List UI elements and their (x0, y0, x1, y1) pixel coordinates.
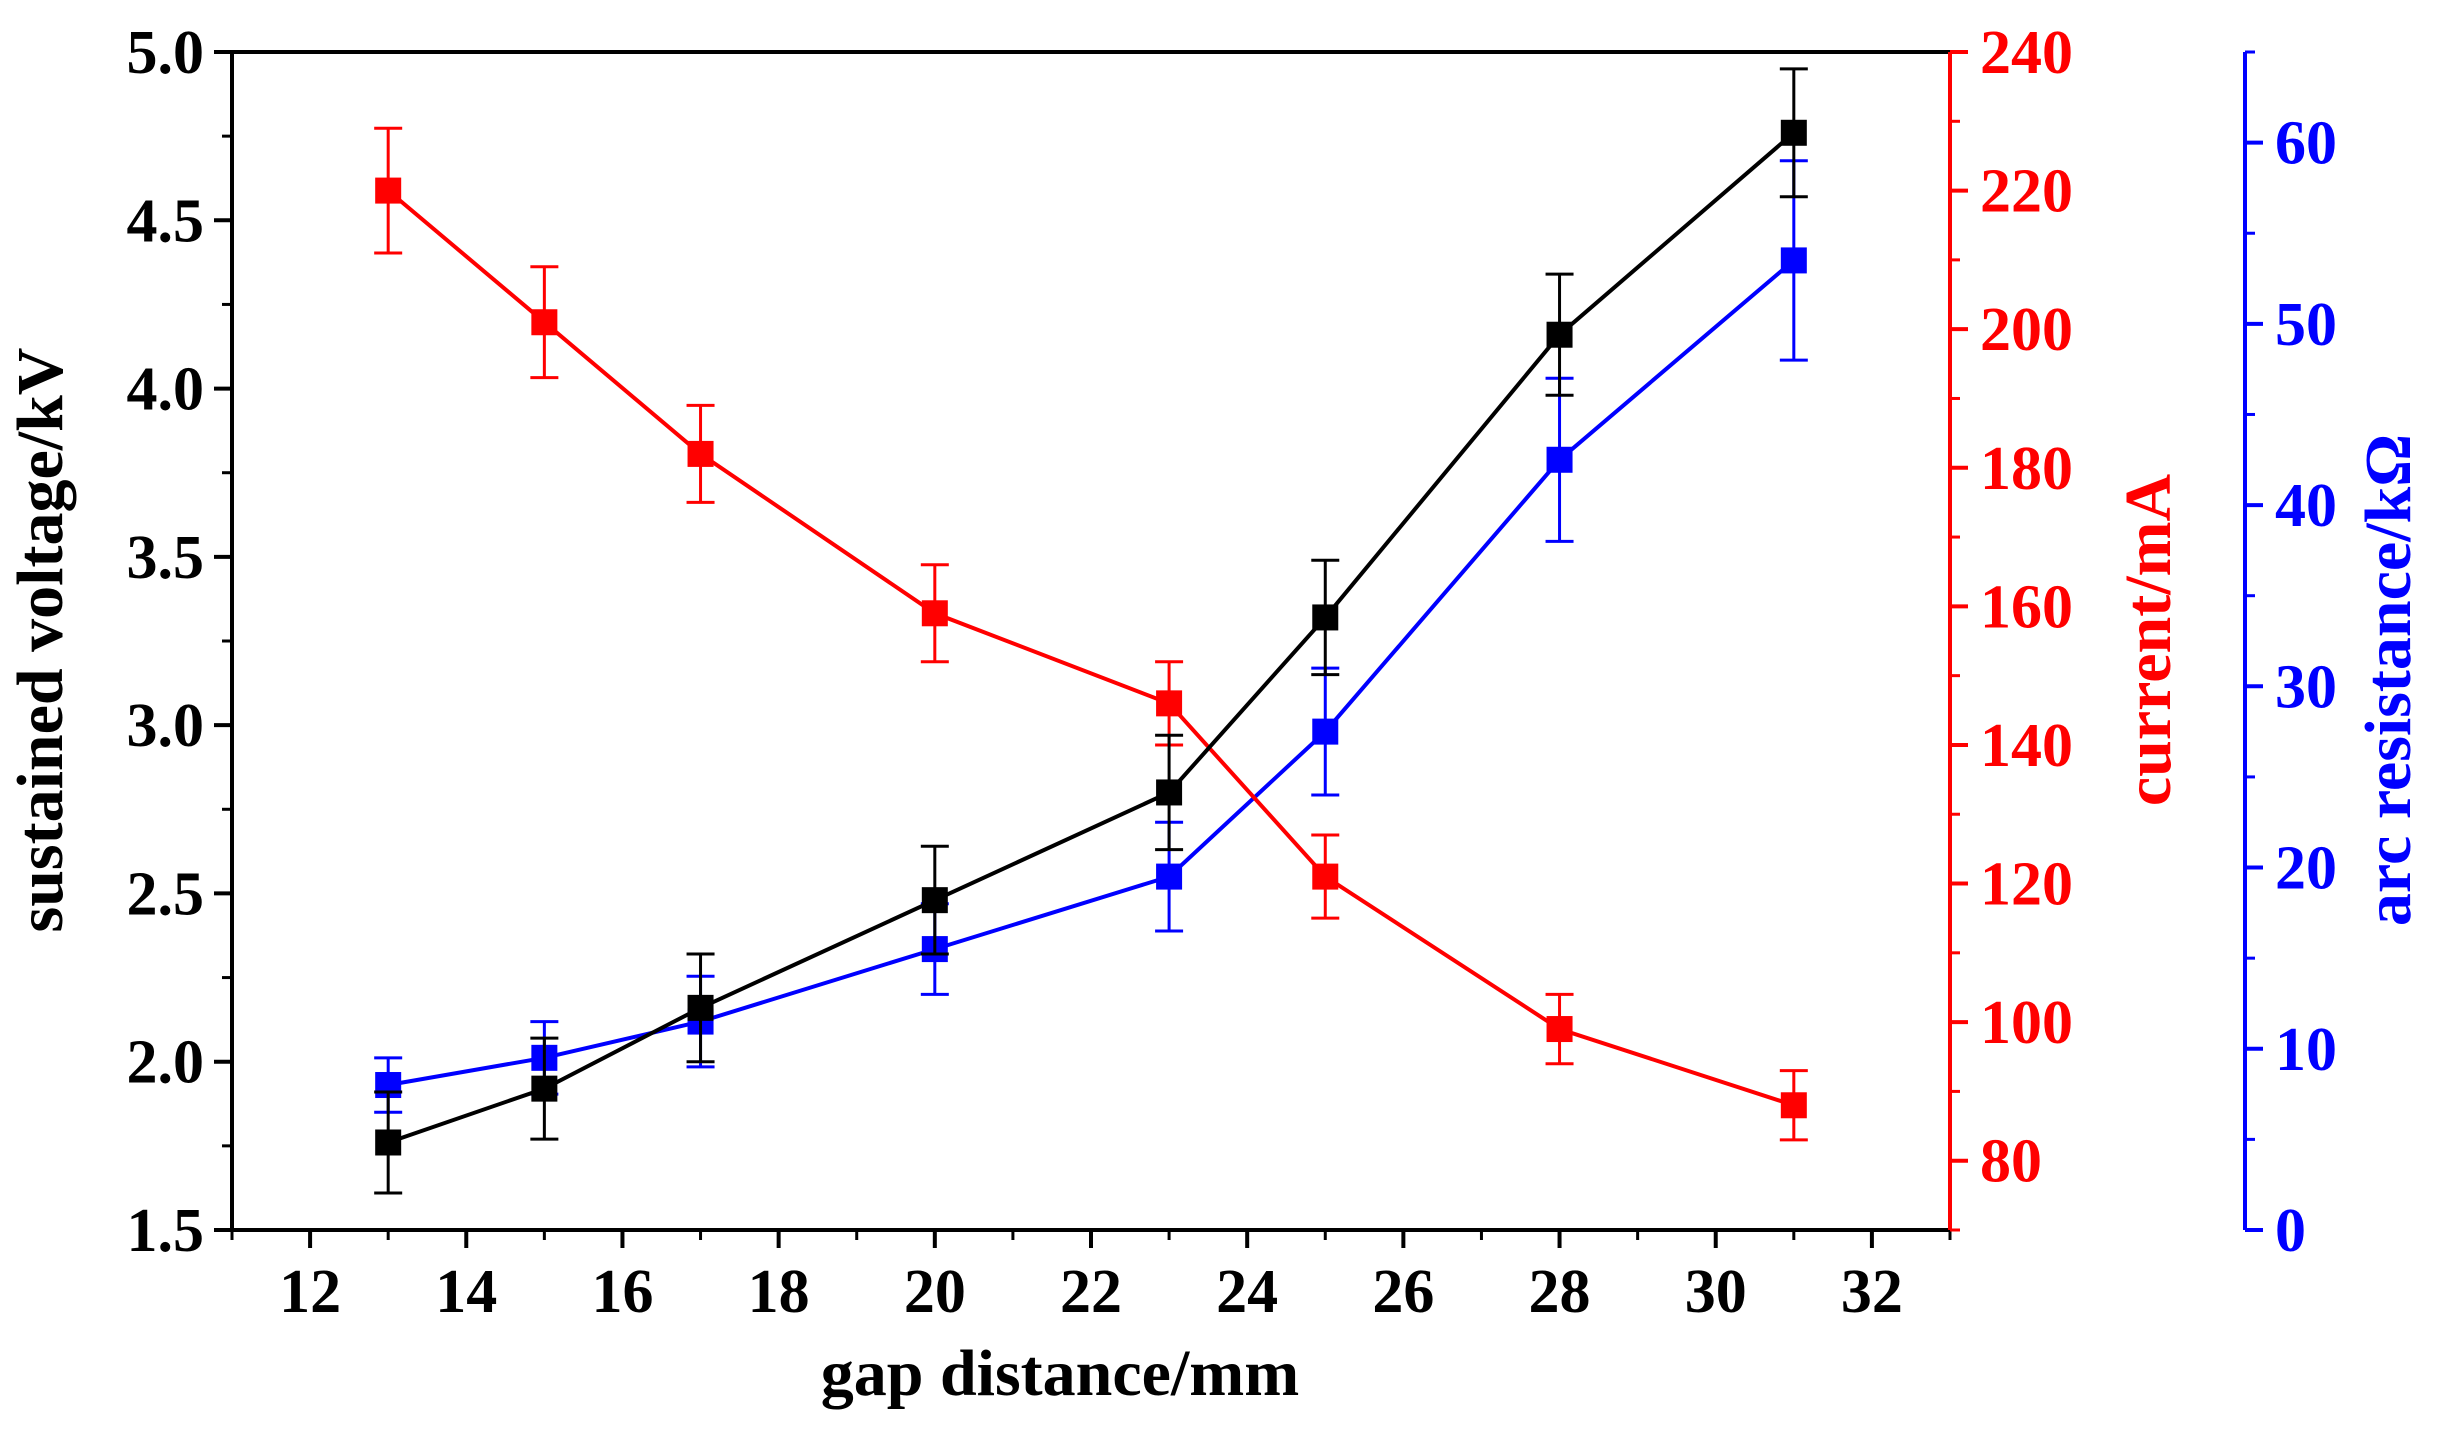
left-tick-label: 3.5 (127, 524, 205, 592)
data-point (531, 1075, 558, 1102)
data-point (1156, 779, 1183, 806)
series-current (374, 126, 1808, 1142)
series-line (386, 189, 1795, 1108)
right2-tick-label: 30 (2275, 653, 2337, 721)
data-point (921, 600, 948, 627)
right2-tick-label: 20 (2275, 835, 2337, 903)
data-point (1546, 321, 1573, 348)
data-point (687, 440, 714, 467)
x-tick-label: 26 (1372, 1258, 1434, 1326)
x-tick-label: 18 (748, 1258, 810, 1326)
data-point (687, 994, 714, 1021)
x-axis: 12 14 16 18 20 22 24 26 28 30 32 (230, 1230, 1952, 1326)
right-tick-label: 200 (1980, 296, 2073, 364)
x-tick-label: 20 (904, 1258, 966, 1326)
data-point (531, 309, 558, 336)
right-y-axis: 80 100 120 140 160 180 200 220 240 (1950, 19, 2073, 1232)
left-tick-label: 2.5 (127, 860, 205, 928)
left-tick-label: 2.0 (127, 1029, 205, 1097)
left-tick-label: 3.0 (127, 692, 205, 760)
series-line (387, 258, 1796, 1087)
series-sustained-voltage (374, 67, 1808, 1195)
data-point (1546, 1016, 1573, 1043)
left-y-axis: 1.5 2.0 2.5 3.0 3.5 4.0 4.5 5.0 (127, 19, 232, 1265)
second-right-y-axis-title: arc resistance/kΩ (2352, 434, 2425, 926)
right2-tick-label: 60 (2275, 110, 2337, 178)
data-point (1312, 604, 1339, 631)
data-point (1780, 247, 1807, 274)
right-tick-label: 120 (1980, 851, 2073, 919)
series-line (387, 131, 1796, 1145)
right-tick-label: 160 (1980, 573, 2073, 641)
data-point (1780, 119, 1807, 146)
x-tick-label: 28 (1529, 1258, 1591, 1326)
second-right-y-axis: 0 10 20 30 40 50 60 (2243, 50, 2337, 1265)
right-tick-label: 180 (1980, 435, 2073, 503)
data-point (1312, 718, 1339, 745)
x-tick-label: 16 (591, 1258, 653, 1326)
data-point (1780, 1092, 1807, 1119)
right2-tick-label: 50 (2275, 291, 2337, 359)
x-tick-label: 14 (435, 1258, 497, 1326)
right-tick-label: 140 (1980, 712, 2073, 780)
right-y-axis-title: current/mA (2112, 473, 2185, 806)
left-tick-label: 4.0 (127, 356, 205, 424)
x-tick-label: 30 (1685, 1258, 1747, 1326)
left-tick-label: 4.5 (127, 187, 205, 255)
data-point (1156, 863, 1183, 890)
left-y-axis-title: sustained voltage/kV (4, 348, 77, 933)
data-point (375, 177, 402, 204)
left-tick-label: 5.0 (127, 19, 205, 87)
right-tick-label: 240 (1980, 19, 2073, 87)
right-tick-label: 100 (1980, 989, 2073, 1057)
left-tick-label: 1.5 (127, 1197, 205, 1265)
right2-tick-label: 10 (2275, 1016, 2337, 1084)
right2-tick-label: 40 (2275, 472, 2337, 540)
data-point (1312, 863, 1339, 890)
x-tick-label: 24 (1216, 1258, 1278, 1326)
plot-frame (230, 50, 1952, 1232)
series-layer (374, 67, 1808, 1195)
x-tick-label: 22 (1060, 1258, 1122, 1326)
right-tick-label: 220 (1980, 158, 2073, 226)
x-tick-label: 12 (279, 1258, 341, 1326)
data-point (375, 1129, 402, 1156)
x-tick-label: 32 (1841, 1258, 1903, 1326)
right-tick-label: 80 (1980, 1128, 2042, 1196)
right2-tick-label: 0 (2275, 1197, 2306, 1265)
x-axis-title: gap distance/mm (821, 1337, 1300, 1410)
data-point (1156, 690, 1183, 717)
data-point (1546, 446, 1573, 473)
data-point (921, 887, 948, 914)
